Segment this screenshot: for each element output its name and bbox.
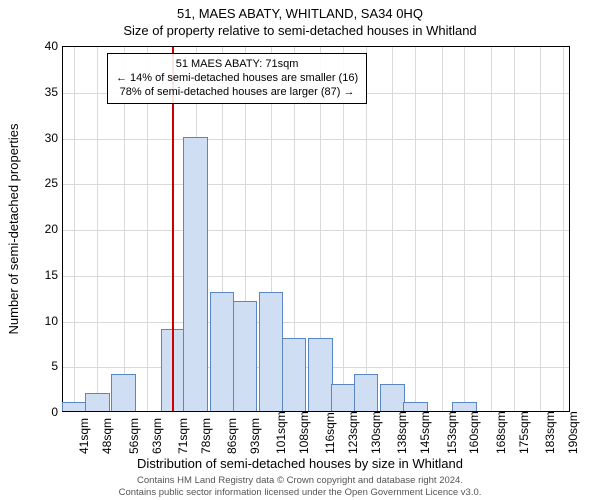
x-tick-label: 168sqm bbox=[494, 411, 508, 454]
x-tick-label: 130sqm bbox=[369, 411, 383, 454]
histogram-bar bbox=[308, 338, 333, 411]
x-tick-label: 41sqm bbox=[77, 418, 91, 454]
footer-line-1: Contains HM Land Registry data © Crown c… bbox=[0, 475, 600, 486]
footer-line-2: Contains public sector information licen… bbox=[0, 487, 600, 498]
gridline-h bbox=[63, 230, 569, 231]
x-tick-label: 78sqm bbox=[199, 418, 213, 454]
histogram-plot: 51 MAES ABATY: 71sqm← 14% of semi-detach… bbox=[62, 46, 570, 412]
gridline-h bbox=[63, 276, 569, 277]
page-title-2: Size of property relative to semi-detach… bbox=[0, 21, 600, 38]
x-tick-label: 56sqm bbox=[127, 418, 141, 454]
y-tick-label: 20 bbox=[18, 222, 58, 236]
x-tick-label: 190sqm bbox=[566, 411, 580, 454]
page-title-1: 51, MAES ABATY, WHITLAND, SA34 0HQ bbox=[0, 0, 600, 21]
y-tick-label: 10 bbox=[18, 314, 58, 328]
x-tick-label: 86sqm bbox=[225, 418, 239, 454]
x-tick-label: 48sqm bbox=[100, 418, 114, 454]
histogram-bar bbox=[233, 301, 258, 411]
annotation-line: 51 MAES ABATY: 71sqm bbox=[116, 58, 358, 72]
histogram-bar bbox=[183, 137, 208, 412]
histogram-bar bbox=[282, 338, 307, 411]
y-tick-label: 35 bbox=[18, 85, 58, 99]
gridline-v bbox=[442, 47, 443, 411]
annotation-box: 51 MAES ABATY: 71sqm← 14% of semi-detach… bbox=[107, 53, 367, 104]
footer-attribution: Contains HM Land Registry data © Crown c… bbox=[0, 475, 600, 498]
histogram-bar bbox=[331, 384, 356, 411]
x-tick-label: 101sqm bbox=[274, 411, 288, 454]
histogram-bar bbox=[403, 402, 428, 411]
x-tick-label: 116sqm bbox=[323, 412, 337, 454]
x-tick-label: 175sqm bbox=[517, 411, 531, 454]
gridline-v bbox=[540, 47, 541, 411]
y-tick-label: 25 bbox=[18, 176, 58, 190]
histogram-bar bbox=[452, 402, 477, 411]
x-tick-label: 123sqm bbox=[346, 411, 360, 454]
histogram-bar bbox=[111, 374, 136, 411]
y-tick-label: 30 bbox=[18, 131, 58, 145]
gridline-v bbox=[392, 47, 393, 411]
gridline-h bbox=[63, 184, 569, 185]
x-tick-label: 183sqm bbox=[543, 411, 557, 454]
histogram-bar bbox=[85, 393, 110, 411]
x-tick-label: 93sqm bbox=[248, 418, 262, 454]
gridline-h bbox=[63, 139, 569, 140]
gridline-v bbox=[415, 47, 416, 411]
histogram-bar bbox=[354, 374, 379, 411]
gridline-v bbox=[74, 47, 75, 411]
annotation-line: 78% of semi-detached houses are larger (… bbox=[116, 86, 358, 100]
histogram-bar bbox=[62, 402, 87, 411]
x-tick-label: 71sqm bbox=[176, 418, 190, 454]
x-axis-label: Distribution of semi-detached houses by … bbox=[0, 456, 600, 471]
y-tick-label: 15 bbox=[18, 268, 58, 282]
annotation-line: ← 14% of semi-detached houses are smalle… bbox=[116, 72, 358, 86]
histogram-bar bbox=[259, 292, 284, 411]
gridline-v bbox=[514, 47, 515, 411]
x-tick-label: 138sqm bbox=[395, 411, 409, 454]
gridline-v bbox=[97, 47, 98, 411]
gridline-v bbox=[464, 47, 465, 411]
x-tick-label: 63sqm bbox=[150, 418, 164, 454]
gridline-h bbox=[63, 322, 569, 323]
x-tick-label: 108sqm bbox=[297, 411, 311, 454]
y-tick-label: 0 bbox=[18, 405, 58, 419]
x-tick-label: 145sqm bbox=[418, 411, 432, 454]
y-tick-label: 5 bbox=[18, 359, 58, 373]
gridline-v bbox=[563, 47, 564, 411]
x-tick-label: 160sqm bbox=[467, 411, 481, 454]
x-tick-label: 153sqm bbox=[445, 411, 459, 454]
histogram-bar bbox=[210, 292, 235, 411]
histogram-bar bbox=[380, 384, 405, 411]
y-tick-label: 40 bbox=[18, 39, 58, 53]
gridline-v bbox=[491, 47, 492, 411]
